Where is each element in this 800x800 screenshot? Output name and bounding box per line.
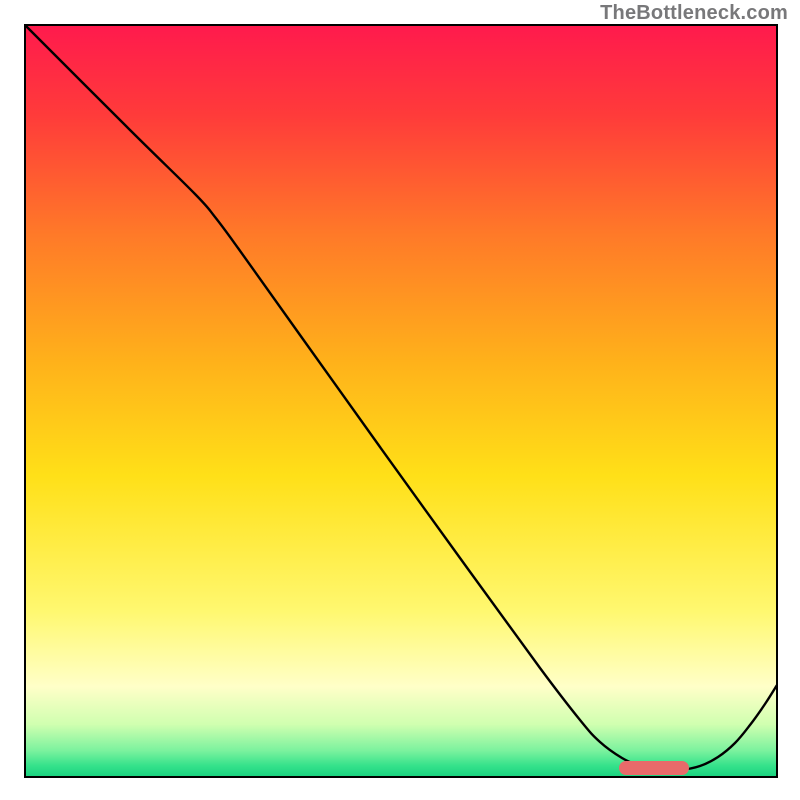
optimal-range-marker	[619, 761, 689, 775]
bottleneck-chart	[0, 0, 800, 800]
chart-container: TheBottleneck.com	[0, 0, 800, 800]
watermark-text: TheBottleneck.com	[600, 2, 788, 25]
